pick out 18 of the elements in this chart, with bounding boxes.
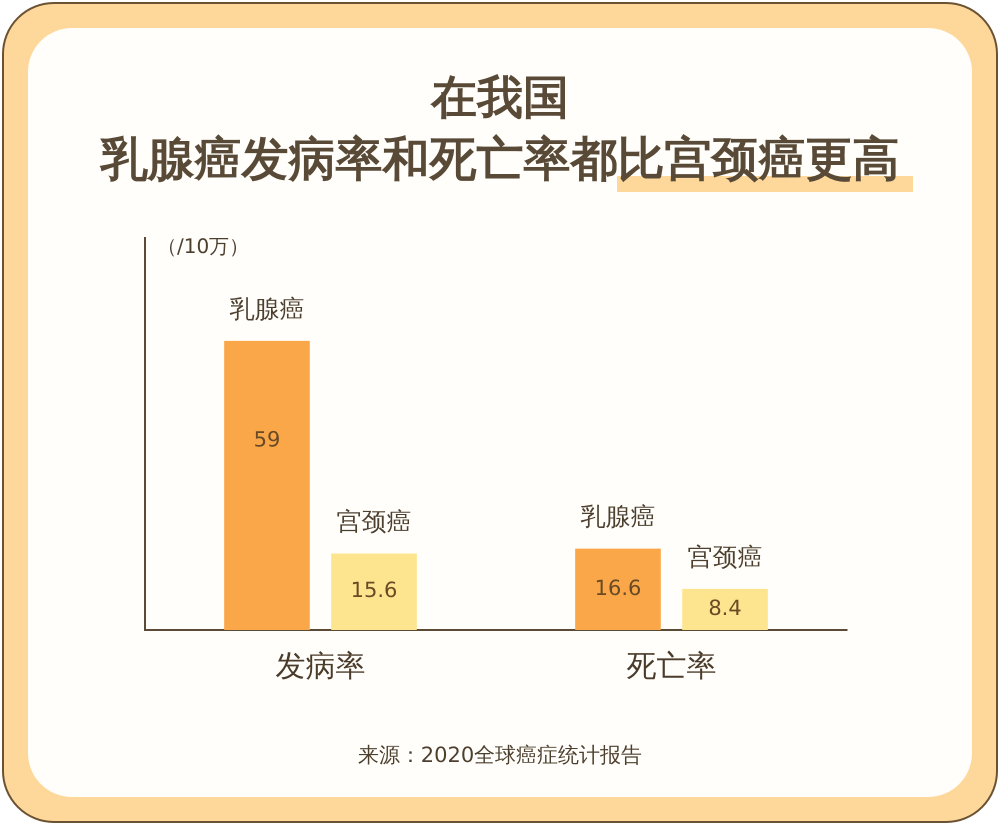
data-label: 59	[254, 427, 280, 452]
data-label: 8.4	[708, 596, 742, 620]
data-label: 16.6	[594, 576, 642, 600]
y-axis-title: （/10万）	[157, 234, 250, 258]
bar	[575, 548, 661, 630]
text: 乳腺癌	[580, 502, 656, 532]
source-note: 来源：2020全球癌症统计报告	[356, 742, 644, 769]
bar	[331, 554, 417, 630]
text: 宫颈癌	[688, 542, 763, 572]
chart-title: 在我国	[429, 70, 570, 124]
data-label: 15.6	[350, 578, 398, 602]
series-label: 宫颈癌	[336, 507, 412, 536]
bar	[224, 340, 310, 630]
chart-subtitle: 乳腺癌发病率和死亡率都比宫颈癌更高	[100, 132, 900, 187]
series-label: 乳腺癌	[229, 294, 304, 324]
bar	[682, 588, 768, 630]
x-tick-label: 发病率	[276, 648, 366, 684]
x-tick-label: 死亡率	[626, 648, 716, 684]
